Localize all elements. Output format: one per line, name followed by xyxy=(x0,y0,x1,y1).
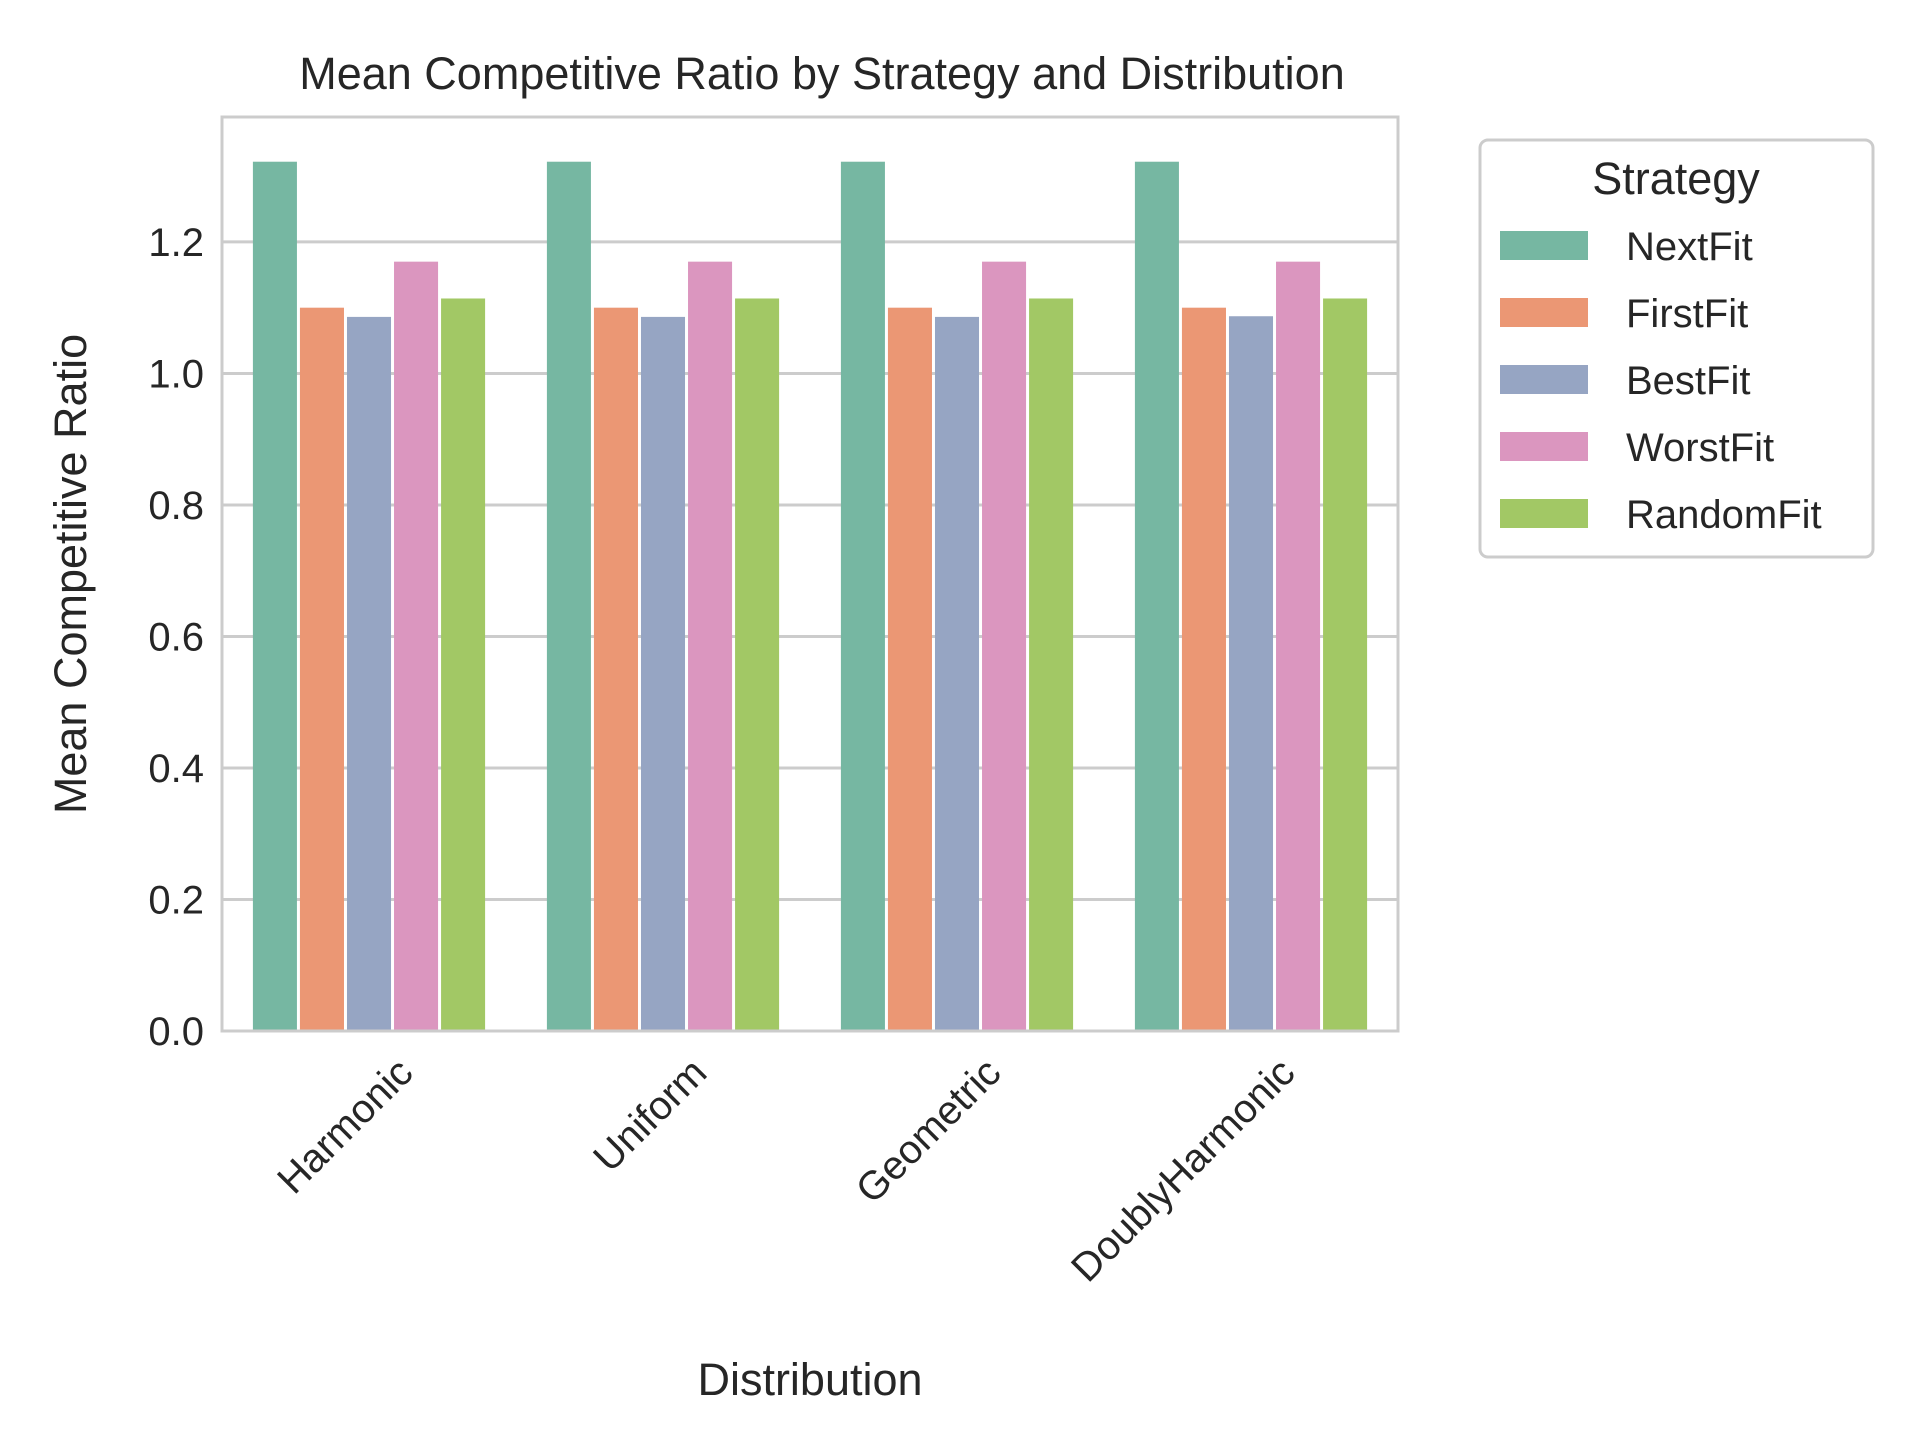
bar-nextfit-harmonic xyxy=(252,161,297,1031)
y-tick-label: 1.2 xyxy=(148,221,204,265)
bar-worstfit-uniform xyxy=(688,261,733,1031)
bar-randomfit-doublyharmonic xyxy=(1323,298,1368,1032)
y-tick-label: 0.2 xyxy=(148,878,204,922)
plot-frame xyxy=(220,115,1400,1033)
y-tick-label: 0.6 xyxy=(148,615,204,659)
bar-worstfit-doublyharmonic xyxy=(1276,261,1321,1031)
y-tick-labels: 0.0 0.2 0.4 0.6 0.8 1.0 1.2 xyxy=(148,221,204,1054)
x-axis-label: Distribution xyxy=(697,1354,922,1405)
bars xyxy=(252,161,1368,1032)
legend-swatch-worstfit xyxy=(1500,432,1588,461)
bar-randomfit-harmonic xyxy=(441,298,486,1032)
legend: Strategy NextFit FirstFit BestFit WorstFit R… xyxy=(1478,138,1875,559)
bar-nextfit-doublyharmonic xyxy=(1134,161,1179,1031)
chart-title: Mean Competitive Ratio by Strategy and D… xyxy=(299,48,1345,99)
y-tick-label: 0.0 xyxy=(148,1010,204,1054)
bar-firstfit-geometric xyxy=(887,307,932,1031)
legend-swatch-firstfit xyxy=(1500,298,1588,327)
legend-items: NextFit FirstFit BestFit WorstFit RandomFit xyxy=(1500,225,1822,537)
bar-bestfit-doublyharmonic xyxy=(1228,316,1274,1031)
bar-bestfit-geometric xyxy=(934,316,980,1032)
legend-swatch-bestfit xyxy=(1500,365,1588,394)
legend-label-bestfit: BestFit xyxy=(1626,359,1750,403)
bar-bestfit-uniform xyxy=(640,316,686,1032)
bar-firstfit-uniform xyxy=(593,307,638,1031)
legend-title: Strategy xyxy=(1592,153,1760,204)
legend-swatch-nextfit xyxy=(1500,231,1588,260)
legend-label-worstfit: WorstFit xyxy=(1626,426,1774,470)
bar-worstfit-geometric xyxy=(982,261,1027,1031)
y-tick-label: 1.0 xyxy=(148,352,204,396)
bar-bestfit-harmonic xyxy=(346,316,392,1032)
legend-label-firstfit: FirstFit xyxy=(1626,292,1748,336)
bar-worstfit-harmonic xyxy=(394,261,439,1031)
bar-randomfit-geometric xyxy=(1029,298,1074,1032)
legend-swatch-randomfit xyxy=(1500,499,1588,528)
y-tick-label: 0.4 xyxy=(148,747,204,791)
bar-firstfit-doublyharmonic xyxy=(1181,307,1226,1031)
bar-randomfit-uniform xyxy=(735,298,780,1032)
legend-label-nextfit: NextFit xyxy=(1626,225,1753,269)
bar-firstfit-harmonic xyxy=(299,307,344,1031)
legend-label-randomfit: RandomFit xyxy=(1626,493,1822,537)
y-axis-label: Mean Competitive Ratio xyxy=(45,334,96,814)
bar-nextfit-uniform xyxy=(546,161,591,1031)
y-tick-label: 0.8 xyxy=(148,484,204,528)
bar-nextfit-geometric xyxy=(840,161,885,1031)
